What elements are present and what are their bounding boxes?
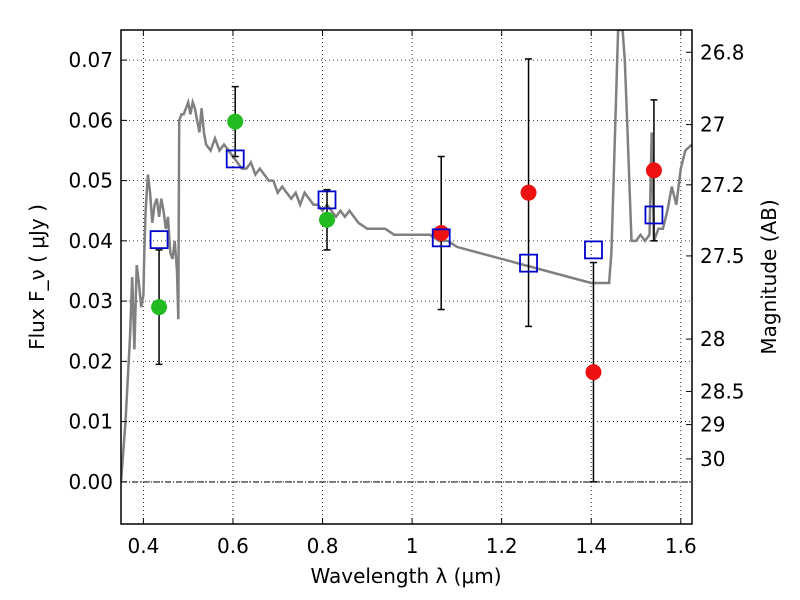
y2-axis-label: Magnitude (AB) xyxy=(757,199,781,354)
y-tick-label: 0.01 xyxy=(68,410,113,434)
y2-tick-label: 28 xyxy=(700,327,725,351)
y2-tick-label: 27.2 xyxy=(700,173,745,197)
x-axis-label: Wavelength λ (μm) xyxy=(310,564,501,588)
grid-lines xyxy=(121,30,692,524)
y-tick-label: 0.00 xyxy=(68,470,113,494)
photometry-point xyxy=(151,299,168,316)
y-axis-label: Flux F_ν ( μJy ) xyxy=(25,204,49,350)
x-tick-label: 1.2 xyxy=(486,534,518,558)
y-tick-label: 0.04 xyxy=(68,229,113,253)
photometry-point xyxy=(520,184,537,201)
y2-tick-label: 27 xyxy=(700,113,725,137)
y2-tick-label: 26.8 xyxy=(700,40,745,64)
photometry-point xyxy=(433,225,450,242)
model-flux-square xyxy=(431,228,451,248)
x-tick-label: 1 xyxy=(406,534,419,558)
x-tick-label: 0.8 xyxy=(307,534,339,558)
y2-tick-label: 27.5 xyxy=(700,244,745,268)
y2-tick-label: 30 xyxy=(700,447,725,471)
model-flux-square xyxy=(317,190,337,210)
y-tick-label: 0.02 xyxy=(68,349,113,373)
x-tick-label: 0.4 xyxy=(127,534,159,558)
x-axis-label-text: Wavelength λ (μm) xyxy=(310,564,501,588)
x-tick-label: 1.6 xyxy=(665,534,697,558)
y-tick-label: 0.05 xyxy=(68,169,113,193)
photometry-point xyxy=(319,211,336,228)
x-tick-label: 0.6 xyxy=(217,534,249,558)
y-tick-label: 0.06 xyxy=(68,108,113,132)
model-flux-square xyxy=(644,205,664,225)
plot-area xyxy=(121,30,692,483)
model-flux-square xyxy=(584,240,603,260)
model-flux-square xyxy=(225,149,245,169)
template-spectrum-line xyxy=(121,30,692,482)
photometry-point xyxy=(227,113,244,130)
plot-frame xyxy=(120,29,693,525)
y2-tick-label: 28.5 xyxy=(700,379,745,403)
x-tick-label: 1.4 xyxy=(575,534,607,558)
model-flux-square xyxy=(519,253,538,273)
photometry-point xyxy=(585,364,602,381)
y-tick-label: 0.03 xyxy=(68,289,113,313)
y-tick-label: 0.07 xyxy=(68,48,113,72)
photometry-point xyxy=(645,162,662,179)
model-flux-square xyxy=(149,230,169,250)
y2-tick-label: 29 xyxy=(700,413,725,437)
axis-ticks: 0.4 0.6 0.8 1 1.2 1.4 1.6 0.00 0.01 0.02 0.03 0.04 0… xyxy=(68,30,745,558)
